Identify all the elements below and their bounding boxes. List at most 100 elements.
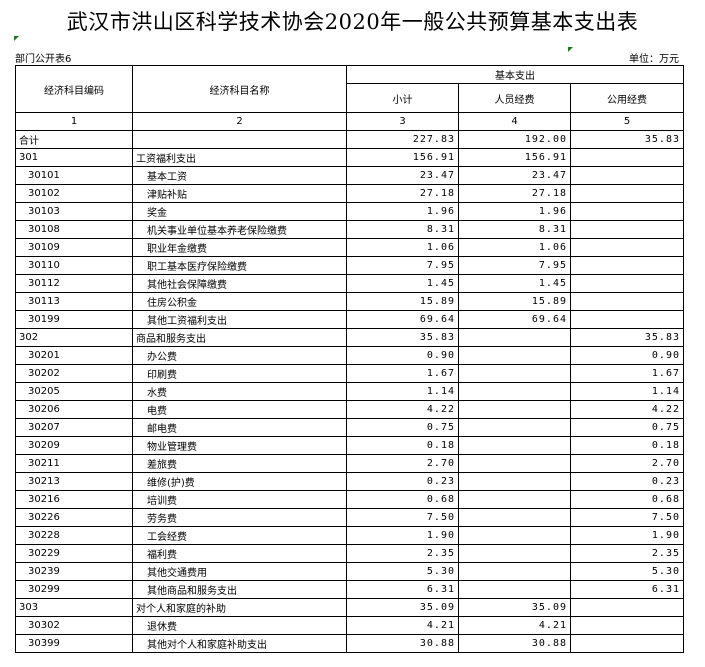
name-cell: 工会经费 [132,526,347,545]
public-cell [570,166,684,185]
table-row: 30103 奖金 1.96 1.96 [15,202,684,221]
name-cell: 培训费 [132,490,347,509]
personnel-cell [458,364,571,383]
code-cell: 30216 [15,490,133,509]
header-basic: 基本支出 [346,65,684,84]
public-cell: 35.83 [570,328,684,347]
public-cell [570,238,684,257]
name-cell: 其他对个人和家庭补助支出 [132,634,347,653]
name-cell: 职工基本医疗保险缴费 [132,256,347,275]
public-cell: 2.70 [570,454,684,473]
name-cell: 水费 [132,382,347,401]
personnel-cell: 15.89 [458,292,571,311]
code-cell: 30228 [15,526,133,545]
subtotal-cell: 227.83 [346,130,459,149]
subtotal-cell: 5.30 [346,562,459,581]
name-cell: 其他社会保障缴费 [132,274,347,293]
name-cell: 商品和服务支出 [132,328,347,347]
table-row: 302 商品和服务支出 35.83 35.83 [15,328,684,347]
public-cell: 0.75 [570,418,684,437]
personnel-cell: 4.21 [458,616,571,635]
name-cell [132,130,347,149]
personnel-cell: 156.91 [458,148,571,167]
code-cell: 30101 [15,166,133,185]
personnel-cell: 7.95 [458,256,571,275]
table-row: 30213 维修(护)费 0.23 0.23 [15,472,684,491]
public-cell: 1.67 [570,364,684,383]
code-cell: 30226 [15,508,133,527]
table-row: 30207 邮电费 0.75 0.75 [15,418,684,437]
name-cell: 其他工资福利支出 [132,310,347,329]
name-cell: 奖金 [132,202,347,221]
personnel-cell: 69.64 [458,310,571,329]
personnel-cell [458,382,571,401]
personnel-cell: 35.09 [458,598,571,617]
col-number: 2 [132,112,347,131]
col-number: 5 [570,112,684,131]
name-cell: 劳务费 [132,508,347,527]
code-cell: 30229 [15,544,133,563]
code-cell: 30299 [15,580,133,599]
col-number: 1 [15,112,133,131]
public-cell [570,256,684,275]
public-cell: 2.35 [570,544,684,563]
code-cell: 30209 [15,436,133,455]
name-cell: 基本工资 [132,166,347,185]
name-cell: 机关事业单位基本养老保险缴费 [132,220,347,239]
subtotal-cell: 0.75 [346,418,459,437]
subtotal-cell: 6.31 [346,580,459,599]
subtotal-cell: 7.50 [346,508,459,527]
public-cell [570,598,684,617]
personnel-cell [458,580,571,599]
table-row: 30211 差旅费 2.70 2.70 [15,454,684,473]
personnel-cell [458,562,571,581]
table-row: 30199 其他工资福利支出 69.64 69.64 [15,310,684,329]
budget-table: 经济科目编码 经济科目名称 基本支出 小计 人员经费 公用经费 1 2 3 4 … [15,65,684,653]
name-cell: 工资福利支出 [132,148,347,167]
name-cell: 福利费 [132,544,347,563]
public-cell [570,148,684,167]
subtotal-cell: 30.88 [346,634,459,653]
table-row: 30113 住房公积金 15.89 15.89 [15,292,684,311]
header-subtotal: 小计 [346,83,459,113]
table-row: 30108 机关事业单位基本养老保险缴费 8.31 8.31 [15,220,684,239]
name-cell: 邮电费 [132,418,347,437]
personnel-cell: 192.00 [458,130,571,149]
public-cell: 1.90 [570,526,684,545]
subtotal-cell: 0.18 [346,436,459,455]
name-cell: 住房公积金 [132,292,347,311]
public-cell: 0.90 [570,346,684,365]
personnel-cell: 1.96 [458,202,571,221]
table-row: 30205 水费 1.14 1.14 [15,382,684,401]
personnel-cell: 1.45 [458,274,571,293]
table-row: 30112 其他社会保障缴费 1.45 1.45 [15,274,684,293]
table-row: 30101 基本工资 23.47 23.47 [15,166,684,185]
cell-marker [14,36,19,41]
personnel-cell [458,436,571,455]
table-row: 30399 其他对个人和家庭补助支出 30.88 30.88 [15,634,684,653]
public-cell: 0.68 [570,490,684,509]
table-row: 30109 职业年金缴费 1.06 1.06 [15,238,684,257]
page-title: 武汉市洪山区科学技术协会2020年一般公共预算基本支出表 [66,10,639,34]
public-cell [570,310,684,329]
subtotal-cell: 2.35 [346,544,459,563]
name-cell: 津贴补贴 [132,184,347,203]
table-row: 30102 津贴补贴 27.18 27.18 [15,184,684,203]
subtotal-cell: 2.70 [346,454,459,473]
personnel-cell [458,400,571,419]
public-cell: 0.23 [570,472,684,491]
public-cell: 1.14 [570,382,684,401]
name-cell: 对个人和家庭的补助 [132,598,347,617]
name-cell: 印刷费 [132,364,347,383]
table-row: 30229 福利费 2.35 2.35 [15,544,684,563]
name-cell: 物业管理费 [132,436,347,455]
public-cell [570,274,684,293]
code-cell: 30109 [15,238,133,257]
code-cell: 30102 [15,184,133,203]
subtotal-cell: 4.22 [346,400,459,419]
name-cell: 其他交通费用 [132,562,347,581]
table-row: 30302 退休费 4.21 4.21 [15,616,684,635]
public-cell: 5.30 [570,562,684,581]
code-cell: 30110 [15,256,133,275]
table-row: 30110 职工基本医疗保险缴费 7.95 7.95 [15,256,684,275]
